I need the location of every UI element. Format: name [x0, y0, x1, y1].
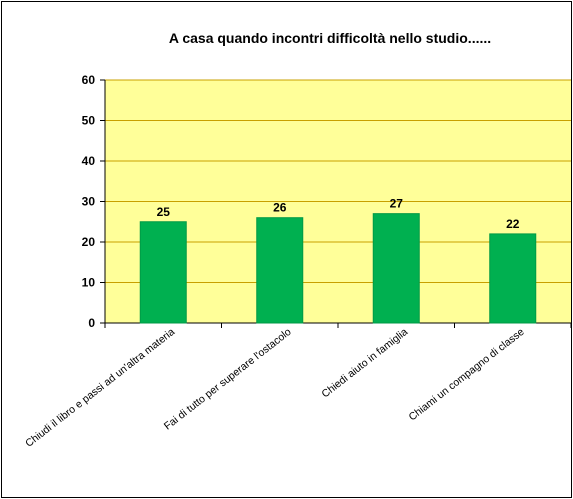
y-tick-label: 20 — [82, 235, 96, 249]
y-tick-label: 30 — [82, 195, 96, 209]
y-tick-label: 10 — [82, 276, 96, 290]
data-label: 27 — [390, 197, 404, 211]
category-label: Chiedi aiuto in famiglia — [319, 326, 410, 401]
bar — [256, 217, 304, 324]
data-label: 25 — [157, 205, 171, 219]
bar — [489, 233, 537, 324]
data-label: 26 — [273, 201, 287, 215]
category-label: Chiudi il libro e passi ad un'altra mate… — [23, 326, 177, 450]
y-tick-label: 50 — [82, 114, 96, 128]
chart-title: A casa quando incontri difficoltà nello … — [168, 30, 492, 46]
bar — [372, 213, 420, 324]
y-tick-label: 0 — [88, 316, 95, 330]
bar — [139, 221, 187, 324]
y-tick-label: 60 — [82, 73, 96, 87]
y-tick-label: 40 — [82, 154, 96, 168]
category-label: Chiami un compagno di classe — [407, 326, 527, 424]
category-label: Fai di tutto per superare l'ostacolo — [162, 326, 294, 433]
data-label: 22 — [506, 217, 520, 231]
